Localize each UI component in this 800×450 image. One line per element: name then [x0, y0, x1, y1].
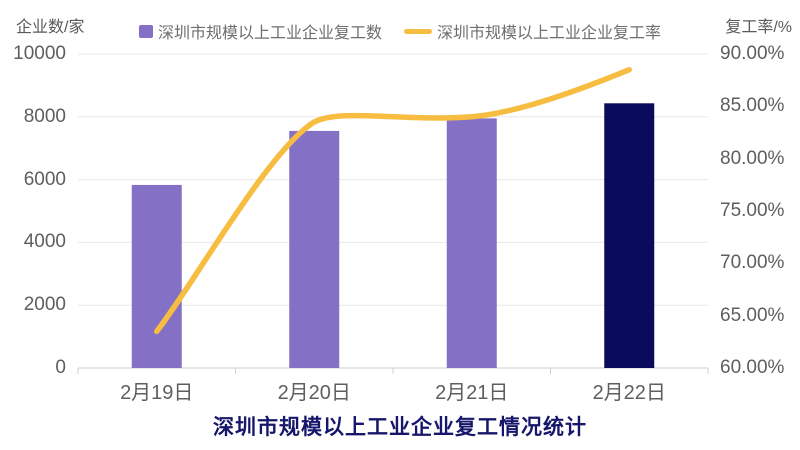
right-axis-tick-label: 80.00%: [720, 147, 785, 169]
bar-2月22日[interactable]: [604, 103, 655, 368]
legend: 深圳市规模以上工业企业复工数 深圳市规模以上工业企业复工率: [0, 19, 800, 43]
legend-label-bar-series: 深圳市规模以上工业企业复工数: [157, 25, 382, 42]
right-axis-tick-label: 60.00%: [720, 357, 785, 378]
legend-item-line-series[interactable]: 深圳市规模以上工业企业复工率: [404, 19, 661, 43]
left-axis-tick-label: 10000: [13, 43, 66, 64]
x-axis-tick-label: 2月21日: [435, 382, 509, 404]
left-axis-tick-label: 6000: [23, 168, 66, 190]
right-axis-tick-label: 85.00%: [720, 95, 785, 117]
right-axis-title: 复工率/%: [725, 19, 792, 36]
right-axis-tick-label: 65.00%: [720, 304, 785, 326]
x-axis-tick-label: 2月20日: [277, 382, 351, 404]
legend-item-bar-series[interactable]: 深圳市规模以上工业企业复工数: [138, 19, 382, 43]
right-axis-tick-label: 75.00%: [720, 200, 785, 221]
bar-2月20日[interactable]: [289, 130, 340, 368]
bar-2月21日[interactable]: [446, 118, 497, 369]
chart-title: 深圳市规模以上工业企业复工情况统计: [213, 416, 587, 439]
left-axis-tick-label: 0: [55, 357, 66, 378]
left-axis-title: 企业数/家: [16, 19, 85, 36]
right-axis-tick-label: 90.00%: [720, 43, 785, 64]
line-series-swatch-icon: [404, 28, 432, 34]
right-axis-tick-label: 70.00%: [720, 252, 785, 274]
left-axis-tick-label: 8000: [23, 105, 66, 127]
bar-2月19日[interactable]: [131, 184, 182, 368]
left-axis-tick-label: 2000: [23, 294, 66, 316]
x-axis-tick-label: 2月19日: [120, 382, 194, 404]
legend-label-line-series: 深圳市规模以上工业企业复工率: [437, 25, 662, 42]
line-series-path[interactable]: [154, 66, 632, 335]
bar-series-swatch-icon: [138, 24, 153, 38]
left-axis-tick-label: 4000: [23, 231, 66, 253]
x-axis-tick-label: 2月22日: [592, 382, 666, 404]
